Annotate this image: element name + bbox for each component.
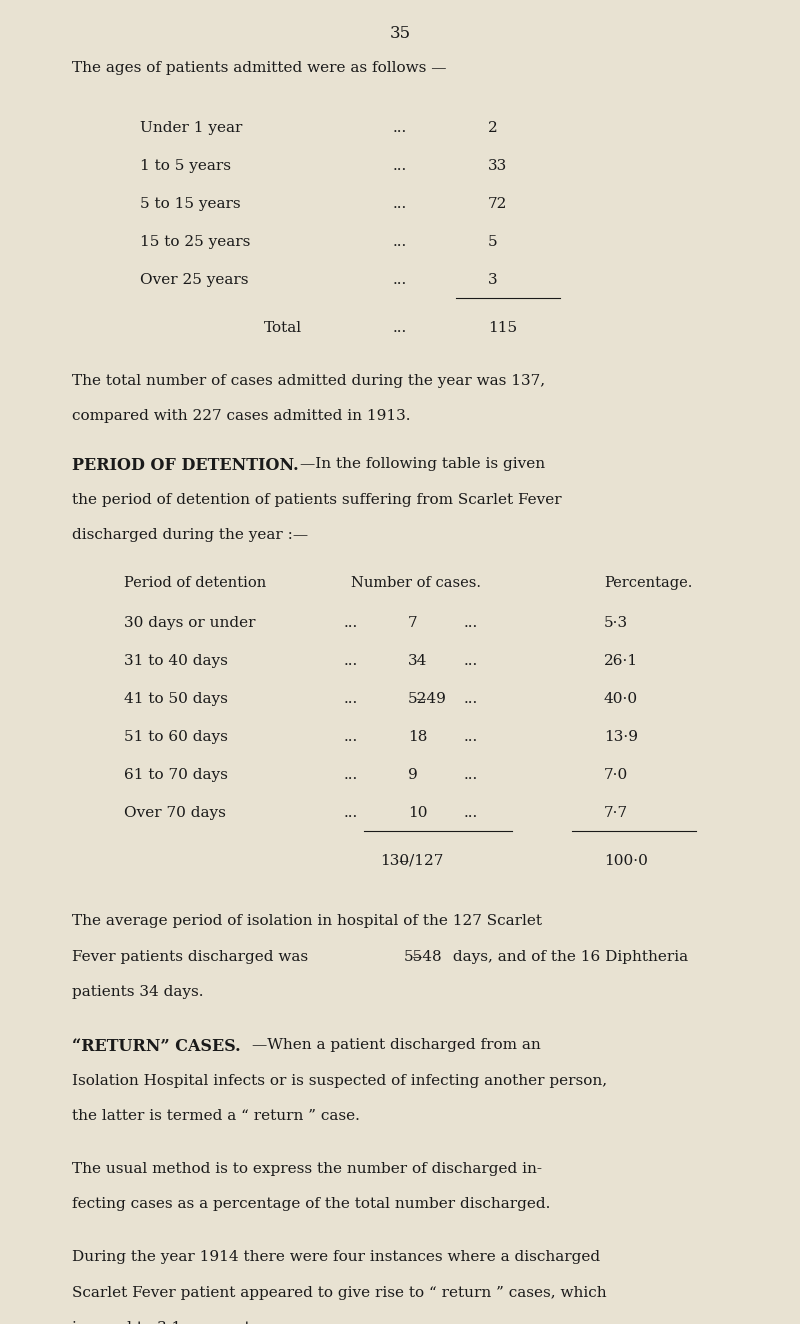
Text: The ages of patients admitted were as follows —: The ages of patients admitted were as fo… — [72, 61, 446, 74]
Text: Total: Total — [264, 320, 302, 335]
Text: During the year 1914 there were four instances where a discharged: During the year 1914 there were four ins… — [72, 1250, 600, 1264]
Text: ...: ... — [344, 692, 358, 706]
Text: Number of cases.: Number of cases. — [351, 576, 481, 591]
Text: 115: 115 — [488, 320, 517, 335]
Text: 9: 9 — [408, 768, 418, 782]
Text: ...: ... — [393, 197, 407, 211]
Text: The total number of cases admitted during the year was 137,: The total number of cases admitted durin… — [72, 373, 545, 388]
Text: ...: ... — [393, 273, 407, 287]
Text: 35: 35 — [390, 25, 410, 42]
Text: 55̶48: 55̶48 — [404, 949, 442, 964]
Text: ...: ... — [344, 617, 358, 630]
Text: ...: ... — [464, 654, 478, 669]
Text: 5 to 15 years: 5 to 15 years — [140, 197, 241, 211]
Text: ...: ... — [393, 122, 407, 135]
Text: Isolation Hospital infects or is suspected of infecting another person,: Isolation Hospital infects or is suspect… — [72, 1074, 607, 1087]
Text: ...: ... — [344, 806, 358, 820]
Text: fecting cases as a percentage of the total number discharged.: fecting cases as a percentage of the tot… — [72, 1197, 550, 1211]
Text: ...: ... — [464, 692, 478, 706]
Text: 40·0: 40·0 — [604, 692, 638, 706]
Text: 130̶/127: 130̶/127 — [380, 854, 443, 867]
Text: patients 34 days.: patients 34 days. — [72, 985, 203, 1000]
Text: 51 to 60 days: 51 to 60 days — [124, 730, 228, 744]
Text: Percentage.: Percentage. — [604, 576, 692, 591]
Text: —In the following table is given: —In the following table is given — [300, 457, 545, 471]
Text: ...: ... — [393, 234, 407, 249]
Text: ...: ... — [393, 159, 407, 173]
Text: 33: 33 — [488, 159, 507, 173]
Text: ...: ... — [344, 654, 358, 669]
Text: Scarlet Fever patient appeared to give rise to “ return ” cases, which: Scarlet Fever patient appeared to give r… — [72, 1286, 606, 1300]
Text: 34: 34 — [408, 654, 427, 669]
Text: “RETURN” CASES.: “RETURN” CASES. — [72, 1038, 241, 1055]
Text: 5·3: 5·3 — [604, 617, 628, 630]
Text: ...: ... — [464, 730, 478, 744]
Text: 10: 10 — [408, 806, 427, 820]
Text: ...: ... — [344, 768, 358, 782]
Text: 30 days or under: 30 days or under — [124, 617, 255, 630]
Text: the latter is termed a “ return ” case.: the latter is termed a “ return ” case. — [72, 1110, 360, 1123]
Text: ...: ... — [464, 806, 478, 820]
Text: 31 to 40 days: 31 to 40 days — [124, 654, 228, 669]
Text: 7·0: 7·0 — [604, 768, 628, 782]
Text: 1 to 5 years: 1 to 5 years — [140, 159, 231, 173]
Text: 52̶49: 52̶49 — [408, 692, 447, 706]
Text: 5: 5 — [488, 234, 498, 249]
Text: 7: 7 — [408, 617, 418, 630]
Text: days, and of the 16 Diphtheria: days, and of the 16 Diphtheria — [448, 949, 688, 964]
Text: 13·9: 13·9 — [604, 730, 638, 744]
Text: the period of detention of patients suffering from Scarlet Fever: the period of detention of patients suff… — [72, 493, 562, 507]
Text: 7·7: 7·7 — [604, 806, 628, 820]
Text: 2: 2 — [488, 122, 498, 135]
Text: ...: ... — [464, 617, 478, 630]
Text: Fever patients discharged was: Fever patients discharged was — [72, 949, 313, 964]
Text: 18: 18 — [408, 730, 427, 744]
Text: Under 1 year: Under 1 year — [140, 122, 242, 135]
Text: ...: ... — [393, 320, 407, 335]
Text: 3: 3 — [488, 273, 498, 287]
Text: 15 to 25 years: 15 to 25 years — [140, 234, 250, 249]
Text: —When a patient discharged from an: —When a patient discharged from an — [252, 1038, 541, 1053]
Text: The usual method is to express the number of discharged in-: The usual method is to express the numbe… — [72, 1162, 542, 1176]
Text: 100·0: 100·0 — [604, 854, 648, 867]
Text: ...: ... — [344, 730, 358, 744]
Text: The average period of isolation in hospital of the 127 Scarlet: The average period of isolation in hospi… — [72, 915, 542, 928]
Text: 72: 72 — [488, 197, 507, 211]
Text: compared with 227 cases admitted in 1913.: compared with 227 cases admitted in 1913… — [72, 409, 410, 424]
Text: is equal to 3·1 per cent.: is equal to 3·1 per cent. — [72, 1321, 255, 1324]
Text: discharged during the year :—: discharged during the year :— — [72, 528, 308, 542]
Text: 41 to 50 days: 41 to 50 days — [124, 692, 228, 706]
Text: PERIOD OF DETENTION.: PERIOD OF DETENTION. — [72, 457, 298, 474]
Text: ...: ... — [464, 768, 478, 782]
Text: Over 25 years: Over 25 years — [140, 273, 249, 287]
Text: 61 to 70 days: 61 to 70 days — [124, 768, 228, 782]
Text: Over 70 days: Over 70 days — [124, 806, 226, 820]
Text: Period of detention: Period of detention — [124, 576, 266, 591]
Text: 26·1: 26·1 — [604, 654, 638, 669]
